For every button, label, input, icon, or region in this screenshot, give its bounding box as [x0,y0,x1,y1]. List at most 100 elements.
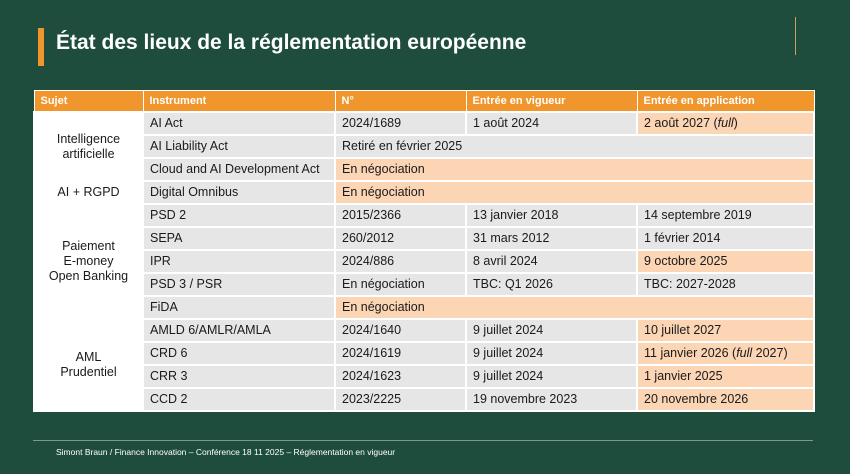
regulation-table: Sujet Instrument N° Entrée en vigueur Entrée… [33,90,815,412]
cell-text: 260/2012 [342,231,395,245]
table-cell: 260/2012 [334,226,467,251]
subject-cell: AI + RGPD [33,180,144,205]
cell-text: En négociation [342,162,425,176]
subject-line: Open Banking [48,269,129,283]
header-row: Sujet Instrument N° Entrée en vigueur Entrée… [33,90,815,113]
table-cell: AI Act [142,111,336,136]
table-cell: Cloud and AI Development Act [142,157,336,182]
cell-text: IPR [150,254,171,268]
cell-text: AI Liability Act [150,139,228,153]
table-cell: SEPA [142,226,336,251]
header-cell: Entrée en vigueur [465,90,638,113]
cell-text: Cloud and AI Development Act [150,162,320,176]
cell-text: 1 janvier 2025 [644,369,723,383]
cell-text: Retiré en février 2025 [342,139,463,153]
table-cell: 1 août 2024 [465,111,638,136]
cell-text: 11 janvier 2026 ( [644,346,737,360]
header-cell: N° [334,90,467,113]
footer: Simont Braun / Finance Innovation – Conf… [56,447,396,457]
cell-text: Digital Omnibus [150,185,239,199]
cell-text: 2015/2366 [342,208,402,222]
table-cell: PSD 3 / PSR [142,272,336,297]
table-cell: 2024/1689 [334,111,467,136]
cell-text: AMLD 6/AMLR/AMLA [150,323,271,337]
table-row: Cloud and AI Development Act En négociati… [34,157,815,182]
table-cell: TBC: Q1 2026 [465,272,638,297]
table-row: FiDA En négociation [34,295,815,320]
cell-text: 10 juillet 2027 [644,323,722,337]
table-cell: 2 août 2027 (full) [636,111,815,136]
subject-line: Paiement [62,239,115,253]
table-cell: Retiré en février 2025 [334,134,815,159]
divider [795,17,796,55]
cell-text: 2023/2225 [342,392,402,406]
table-cell: En négociation [334,295,815,320]
cell-text: En négociation [342,185,425,199]
table-cell: 2024/886 [334,249,467,274]
table-cell: CCD 2 [142,387,336,412]
cell-text: full [736,346,753,360]
table-cell: 9 juillet 2024 [465,341,638,366]
table-cell: Digital Omnibus [142,180,336,205]
table-cell: 8 avril 2024 [465,249,638,274]
subject-line: artificielle [62,146,115,161]
table-cell: 19 novembre 2023 [465,387,638,412]
table-row: SEPA 260/2012 31 mars 2012 1 février 2014 [34,226,815,251]
cell-text: FiDA [150,300,178,314]
table-cell: 2024/1619 [334,341,467,366]
table-row: PSD 3 / PSR En négociation TBC: Q1 2026 TBC… [34,272,815,297]
cell-text: PSD 3 / PSR [150,277,223,291]
footer-rule [33,440,813,441]
cell-text: TBC: 2027-2028 [644,277,736,291]
table-cell: 2023/2225 [334,387,467,412]
table-cell: IPR [142,249,336,274]
slide-title: État des lieux de la réglementation euro… [56,31,527,54]
cell-text: PSD 2 [150,208,187,222]
cell-text: ) [733,116,738,130]
cell-text: 1 août 2024 [473,116,540,130]
cell-text: SEPA [150,231,183,245]
table-cell: FiDA [142,295,336,320]
subject-line: Intelligence [56,131,121,146]
table-cell: 9 juillet 2024 [465,318,638,343]
cell-text: AI Act [150,116,183,130]
table-row: CRR 3 2024/1623 9 juillet 2024 1 janvier 20… [34,364,815,389]
cell-text: 13 janvier 2018 [473,208,559,222]
table-cell: 20 novembre 2026 [636,387,815,412]
table-cell: En négociation [334,180,815,205]
table-cell: 13 janvier 2018 [465,203,638,228]
table-cell: AMLD 6/AMLR/AMLA [142,318,336,343]
table-cell: 1 janvier 2025 [636,364,815,389]
cell-text: CCD 2 [150,392,188,406]
cell-text: CRR 3 [150,369,188,383]
header-cell: Sujet [33,90,144,113]
table-row: AML Prudentiel AMLD 6/AMLR/AMLA 2024/1640 9 … [33,318,815,412]
cell-text: TBC: Q1 2026 [473,277,553,291]
table-cell: 31 mars 2012 [465,226,638,251]
cell-text: 9 octobre 2025 [644,254,728,268]
table-cell: 10 juillet 2027 [636,318,815,343]
header-cell: Instrument [142,90,336,113]
table-cell: AI Liability Act [142,134,336,159]
table-cell: 2024/1623 [334,364,467,389]
table-row: IPR 2024/886 8 avril 2024 9 octobre 2025 [34,249,815,274]
cell-text: 2 août 2027 ( [644,116,718,130]
cell-text: 9 juillet 2024 [473,323,544,337]
subject-cell: Intelligence artificielle [33,111,144,182]
subject-line: E-money [63,254,114,268]
subject-cell: Paiement E-money Open Banking [33,203,144,320]
table-cell: TBC: 2027-2028 [636,272,815,297]
table-cell: 2015/2366 [334,203,467,228]
cell-text: En négociation [342,277,425,291]
table-cell: 11 janvier 2026 (full 2027) [636,341,815,366]
accent-bar [38,28,44,66]
cell-text: 9 juillet 2024 [473,346,544,360]
table-cell: 2024/1640 [334,318,467,343]
cell-text: 31 mars 2012 [473,231,550,245]
table-cell: CRR 3 [142,364,336,389]
table-row: AI Liability Act Retiré en février 2025 [34,134,815,159]
cell-text: 2024/1689 [342,116,402,130]
cell-text: 2024/1619 [342,346,402,360]
table-cell: 1 février 2014 [636,226,815,251]
